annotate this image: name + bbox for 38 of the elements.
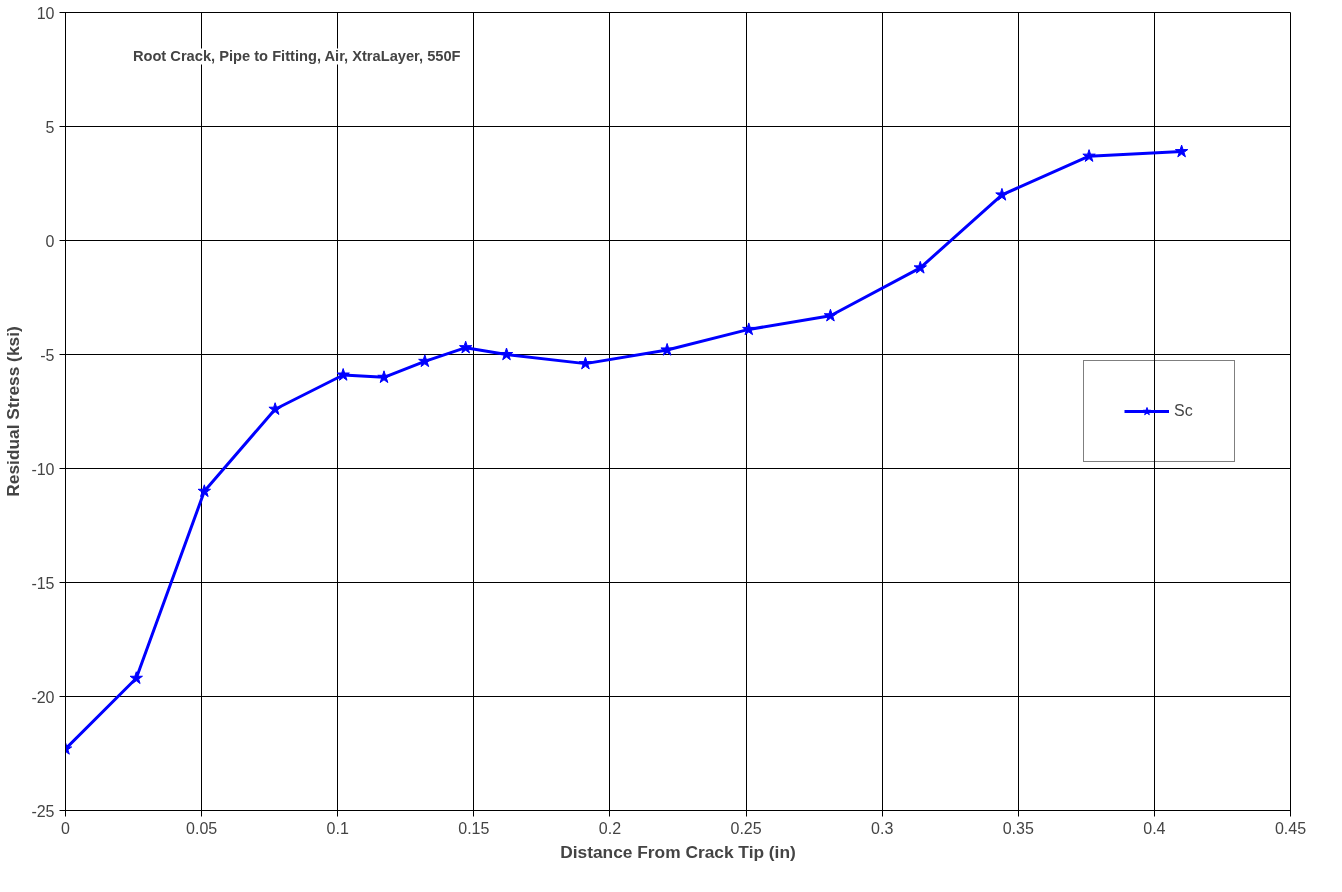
x-tick-label: 0 [61,819,71,837]
x-axis-title: Distance From Crack Tip (in) [560,841,796,862]
point [418,354,432,368]
legend-label: Sc [1174,402,1194,420]
point [499,347,514,361]
x-tick-label: 0.25 [730,819,762,837]
point [197,484,212,498]
y-tick-label: 0 [45,232,55,250]
y-tick-label: -5 [40,346,55,364]
point [1082,149,1096,162]
y-tick-label: -10 [31,460,55,478]
x-tick-label: 0.4 [1143,819,1166,837]
x-tick-label: 0.2 [598,819,622,837]
y-axis-title: Residual Stress (ksi) [3,326,24,497]
x-tick-label: 0.1 [326,819,349,837]
point [336,368,350,381]
x-tick-label: 0.05 [186,819,218,837]
text: Root Crack, Pipe to Fitting, Air, XtraLayer, 550F [132,48,461,65]
point [742,322,756,336]
y-tick-label: 10 [36,4,55,22]
point [377,370,391,384]
point [129,671,143,685]
x-tick-label: 0.15 [458,819,490,837]
x-tick-label: 0.3 [871,819,894,837]
y-tick-label: -25 [31,802,55,820]
x-tick-label: 0.35 [1002,819,1034,837]
point [995,187,1009,201]
point [913,260,927,274]
y-tick-label: -15 [31,574,55,592]
point [660,342,674,356]
x-tick-label: 0.45 [1274,819,1307,837]
point [578,356,593,370]
point [268,402,282,415]
y-tick-label: -20 [31,688,55,706]
y-tick-label: 5 [45,118,55,136]
point [458,340,473,354]
point [1174,144,1189,158]
point [823,308,838,322]
